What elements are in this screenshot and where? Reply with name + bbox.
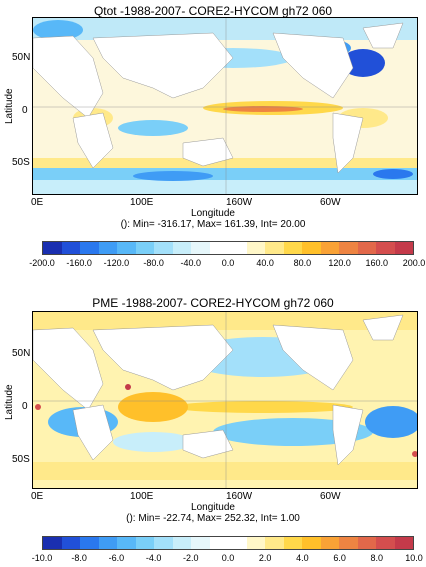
colorbar <box>42 241 414 255</box>
colorbar-swatch <box>154 242 173 254</box>
colorbar-swatch <box>246 242 265 254</box>
x-tick-label: 160W <box>226 197 253 208</box>
colorbar-tick-label: -4.0 <box>145 553 162 563</box>
colorbar-tick-label: -8.0 <box>71 553 87 563</box>
y-axis-label: Latitude <box>4 88 15 124</box>
colorbar-tick-label: -6.0 <box>108 553 125 563</box>
y-tick-label: 50S <box>12 454 30 465</box>
chart-title: PME -1988-2007- CORE2-HYCOM gh72 060 <box>92 296 334 310</box>
colorbar-tick-label: -10.0 <box>31 553 53 563</box>
colorbar-tick-label: 10.0 <box>405 553 423 563</box>
colorbar-tick-label: 120.0 <box>328 258 351 268</box>
colorbar-swatch <box>228 242 247 254</box>
colorbar-swatch <box>302 537 321 549</box>
colorbar-tick-label: -120.0 <box>103 258 130 268</box>
colorbar-swatch <box>302 242 321 254</box>
stats-text: (): Min= -316.17, Max= 161.39, Int= 20.0… <box>120 219 306 230</box>
y-tick-label: 0 <box>22 401 28 412</box>
y-tick-label: 0 <box>22 105 28 116</box>
y-tick-label: 50S <box>12 157 30 168</box>
colorbar-swatch <box>172 537 191 549</box>
x-tick-label: 60W <box>320 491 341 502</box>
x-tick-label: 100E <box>130 197 154 208</box>
stats-text: (): Min= -22.74, Max= 252.32, Int= 1.00 <box>126 513 300 524</box>
x-tick-label: 0E <box>31 197 44 208</box>
colorbar-tick-label: -160.0 <box>66 258 92 268</box>
x-tick-label: 60W <box>320 197 341 208</box>
x-tick-label: 0E <box>31 491 44 502</box>
map-plot-pme <box>32 311 418 489</box>
colorbar-swatch <box>265 242 284 254</box>
colorbar-swatch <box>61 537 80 549</box>
colorbar-swatch <box>135 242 154 254</box>
y-tick-label: 50N <box>12 52 31 63</box>
colorbar <box>42 536 414 550</box>
colorbar-swatch <box>209 537 228 549</box>
x-tick-label: 160W <box>226 491 253 502</box>
colorbar-tick-label: 0.0 <box>221 553 235 563</box>
colorbar-swatch <box>357 242 376 254</box>
y-tick-label: 50N <box>12 348 31 359</box>
colorbar-tick-label: -2.0 <box>183 553 199 563</box>
colorbar-swatch <box>43 537 62 549</box>
colorbar-swatch <box>283 537 302 549</box>
colorbar-swatch <box>80 537 99 549</box>
colorbar-tick-label: 2.0 <box>258 553 272 563</box>
map-field <box>33 312 417 488</box>
map-plot-qtot <box>32 17 418 195</box>
colorbar-swatch <box>209 242 228 254</box>
colorbar-swatch <box>98 242 117 254</box>
chart-title: Qtot -1988-2007- CORE2-HYCOM gh72 060 <box>93 4 333 18</box>
colorbar-tick-label: -40.0 <box>180 258 202 268</box>
colorbar-swatch <box>80 242 99 254</box>
x-axis-label: Longitude <box>191 208 235 219</box>
x-axis-label: Longitude <box>191 502 235 513</box>
colorbar-tick-label: 4.0 <box>296 553 309 563</box>
colorbar-swatch <box>339 242 358 254</box>
colorbar-tick-label: 80.0 <box>293 258 312 268</box>
colorbar-tick-label: -200.0 <box>29 258 55 268</box>
colorbar-swatch <box>191 537 210 549</box>
colorbar-swatch <box>172 242 191 254</box>
colorbar-swatch <box>320 242 339 254</box>
colorbar-swatch <box>191 242 210 254</box>
colorbar-tick-label: 8.0 <box>370 553 384 563</box>
colorbar-swatch <box>61 242 80 254</box>
colorbar-tick-label: 160.0 <box>365 258 389 268</box>
colorbar-tick-label: 6.0 <box>333 553 346 563</box>
x-tick-label: 100E <box>130 491 154 502</box>
y-axis-label: Latitude <box>4 384 15 420</box>
colorbar-swatch <box>117 242 136 254</box>
colorbar-swatch <box>228 537 247 549</box>
colorbar-swatch <box>246 537 265 549</box>
colorbar-tick-label: -80.0 <box>143 258 164 268</box>
colorbar-swatch <box>376 242 395 254</box>
colorbar-tick-label: 0.0 <box>221 258 235 268</box>
colorbar-swatch <box>357 537 376 549</box>
colorbar-swatch <box>135 537 154 549</box>
colorbar-swatch <box>117 537 136 549</box>
colorbar-swatch <box>98 537 117 549</box>
colorbar-swatch <box>394 242 413 254</box>
colorbar-swatch <box>320 537 339 549</box>
colorbar-swatch <box>394 537 413 549</box>
colorbar-swatch <box>376 537 395 549</box>
colorbar-tick-label: 200.0 <box>402 258 426 268</box>
colorbar-tick-label: 40.0 <box>256 258 274 268</box>
colorbar-swatch <box>154 537 173 549</box>
colorbar-swatch <box>265 537 284 549</box>
map-field <box>33 18 417 194</box>
colorbar-swatch <box>339 537 358 549</box>
colorbar-swatch <box>43 242 62 254</box>
colorbar-swatch <box>283 242 302 254</box>
